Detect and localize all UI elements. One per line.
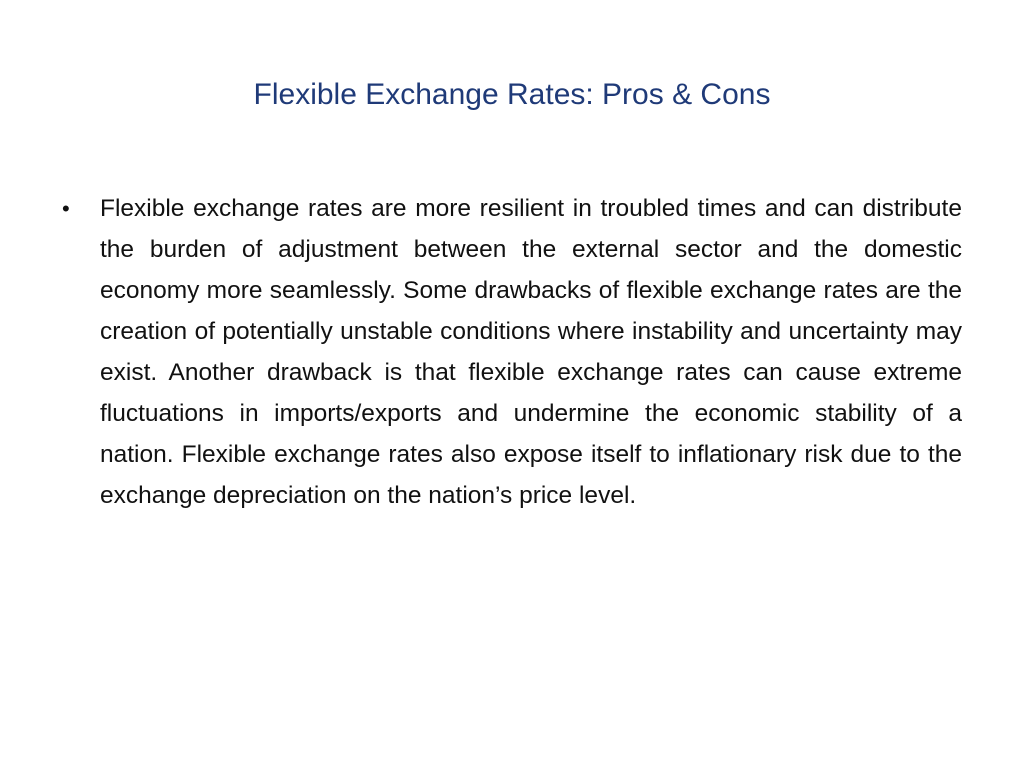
bullet-text: Flexible exchange rates are more resilie… [100, 195, 962, 509]
bullet-marker: • [62, 196, 70, 221]
bullet-list: • Flexible exchange rates are more resili… [62, 188, 962, 516]
bullet-item: • Flexible exchange rates are more resili… [62, 188, 962, 516]
slide-title: Flexible Exchange Rates: Pros & Cons [253, 78, 771, 111]
